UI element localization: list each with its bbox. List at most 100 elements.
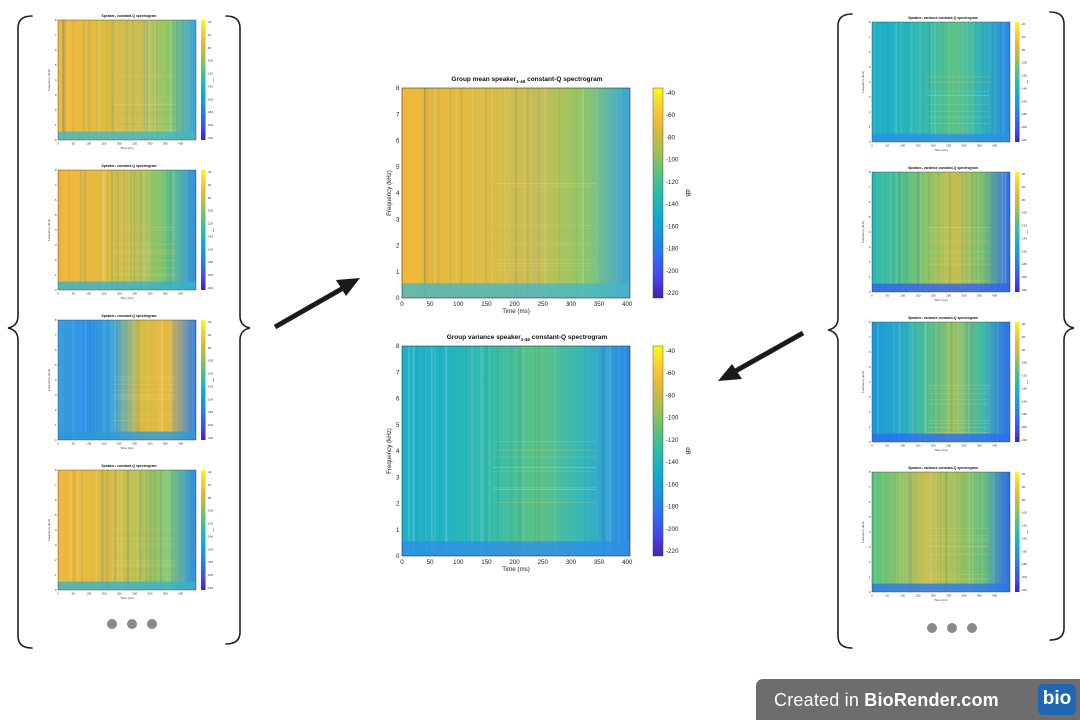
y-axis-label: Frequency (kHz): [861, 71, 865, 93]
x-tick-label: 250: [946, 294, 951, 298]
y-tick-label: 2: [869, 110, 871, 114]
colorbar-tick-label: -100: [207, 59, 213, 63]
x-tick-label: 100: [900, 444, 905, 448]
y-tick-label: 5: [55, 63, 57, 67]
y-tick-label: 3: [396, 474, 400, 481]
colorbar-tick-label: -80: [207, 496, 212, 500]
x-tick-label: 150: [101, 292, 106, 296]
y-tick-label: 8: [869, 320, 871, 324]
colorbar-tick-label: -140: [1021, 86, 1027, 90]
x-tick-label: 150: [101, 592, 106, 596]
colorbar-tick-label: -60: [1021, 335, 1026, 339]
plot-title: Group mean speaker1-46 constant-Q spectr…: [451, 76, 602, 84]
colorbar: [1015, 472, 1020, 592]
y-tick-label: 2: [396, 243, 400, 250]
speaker-spectrogram-panel: Speaker₃ constant-Q spectrogram 0 1 2 3 4 5 6 7 8…: [47, 314, 214, 450]
y-tick-label: 2: [869, 560, 871, 564]
x-tick-label: 200: [509, 301, 520, 308]
colorbar-tick-label: -80: [666, 134, 676, 141]
colorbar-tick-label: -80: [1021, 198, 1026, 202]
colorbar-tick-label: -80: [1021, 498, 1026, 502]
x-tick-label: 400: [992, 594, 997, 598]
colorbar-tick-label: -120: [666, 437, 679, 444]
x-tick-label: 250: [946, 594, 951, 598]
colorbar-tick-label: -60: [1021, 485, 1026, 489]
x-tick-label: 0: [871, 444, 873, 448]
colorbar-tick-label: -180: [207, 110, 213, 114]
y-tick-label: 1: [396, 269, 400, 276]
colorbar-tick-label: -60: [1021, 185, 1026, 189]
y-tick-label: 8: [396, 343, 400, 350]
y-tick-label: 0: [396, 553, 400, 560]
group-spectrogram-plot: Group variance speaker1-46 constant-Q sp…: [386, 334, 691, 573]
y-tick-label: 2: [55, 258, 57, 262]
arrow-right-to-variance: [718, 330, 805, 381]
x-tick-label: 0: [57, 592, 59, 596]
colorbar-tick-label: -120: [1021, 374, 1027, 378]
colorbar-tick-label: -80: [1021, 348, 1026, 352]
y-tick-label: 7: [55, 333, 57, 337]
colorbar-tick-label: -200: [1021, 575, 1027, 579]
colorbar-tick-label: -180: [207, 410, 213, 414]
y-tick-label: 8: [396, 85, 400, 92]
x-tick-label: 50: [886, 144, 890, 148]
panel-title: Speaker₄ constant-Q spectrogram: [101, 464, 156, 468]
y-axis-label: Frequency (kHz): [47, 519, 51, 541]
colorbar-label: dB: [212, 528, 214, 532]
x-tick-label: 300: [961, 294, 966, 298]
x-axis-label: Time (ms): [120, 596, 133, 600]
colorbar-label: dB: [212, 78, 214, 82]
colorbar: [653, 346, 663, 556]
colorbar-tick-label: -220: [207, 436, 213, 440]
y-axis-label: Frequency (kHz): [861, 521, 865, 543]
y-tick-label: 4: [55, 528, 57, 532]
y-tick-label: 8: [55, 468, 57, 472]
y-tick-label: 6: [55, 48, 57, 52]
x-tick-label: 350: [594, 301, 605, 308]
speaker-spectrogram-panel: Speaker₄ variance constant-Q spectrogram…: [861, 466, 1028, 602]
dot: [967, 623, 977, 633]
y-tick-label: 1: [869, 425, 871, 429]
colorbar-tick-label: -40: [666, 90, 676, 97]
x-tick-label: 50: [886, 294, 890, 298]
x-tick-label: 50: [72, 142, 76, 146]
colorbar-tick-label: -180: [207, 560, 213, 564]
y-tick-label: 1: [869, 125, 871, 129]
y-tick-label: 6: [869, 500, 871, 504]
colorbar-tick-label: -220: [666, 548, 679, 555]
colorbar-tick-label: -60: [666, 370, 676, 377]
colorbar-tick-label: -40: [666, 348, 676, 355]
colorbar: [1015, 22, 1020, 142]
x-tick-label: 400: [178, 442, 183, 446]
left-more-dots: [102, 616, 162, 634]
colorbar-tick-label: -180: [666, 246, 679, 253]
y-tick-label: 0: [55, 288, 57, 292]
y-tick-label: 4: [55, 228, 57, 232]
x-tick-label: 50: [72, 292, 76, 296]
x-tick-label: 200: [117, 592, 122, 596]
colorbar-tick-label: -160: [666, 223, 679, 230]
y-tick-label: 4: [869, 380, 871, 384]
y-tick-label: 0: [869, 290, 871, 294]
biorender-watermark[interactable]: Created in BioRender.com bio: [756, 679, 1080, 720]
colorbar-tick-label: -140: [1021, 236, 1027, 240]
y-tick-label: 2: [869, 410, 871, 414]
colorbar-tick-label: -140: [207, 384, 213, 388]
y-tick-label: 5: [55, 363, 57, 367]
x-tick-label: 0: [871, 594, 873, 598]
x-tick-label: 350: [163, 442, 168, 446]
x-tick-label: 150: [101, 142, 106, 146]
colorbar-tick-label: -100: [207, 209, 213, 213]
y-tick-label: 8: [869, 470, 871, 474]
arrow-left-to-mean: [273, 278, 360, 330]
colorbar-tick-label: -60: [1021, 35, 1026, 39]
panel-title: Speaker₁ variance constant-Q spectrogram: [908, 16, 978, 20]
x-axis-label: Time (ms): [120, 446, 133, 450]
colorbar-tick-label: -40: [207, 320, 212, 324]
y-tick-label: 7: [869, 35, 871, 39]
x-tick-label: 50: [72, 442, 76, 446]
y-tick-label: 0: [869, 590, 871, 594]
colorbar-label: dB: [1026, 80, 1028, 84]
colorbar-tick-label: -120: [207, 522, 213, 526]
speaker-spectrogram-panel: Speaker₃ variance constant-Q spectrogram…: [861, 316, 1028, 452]
